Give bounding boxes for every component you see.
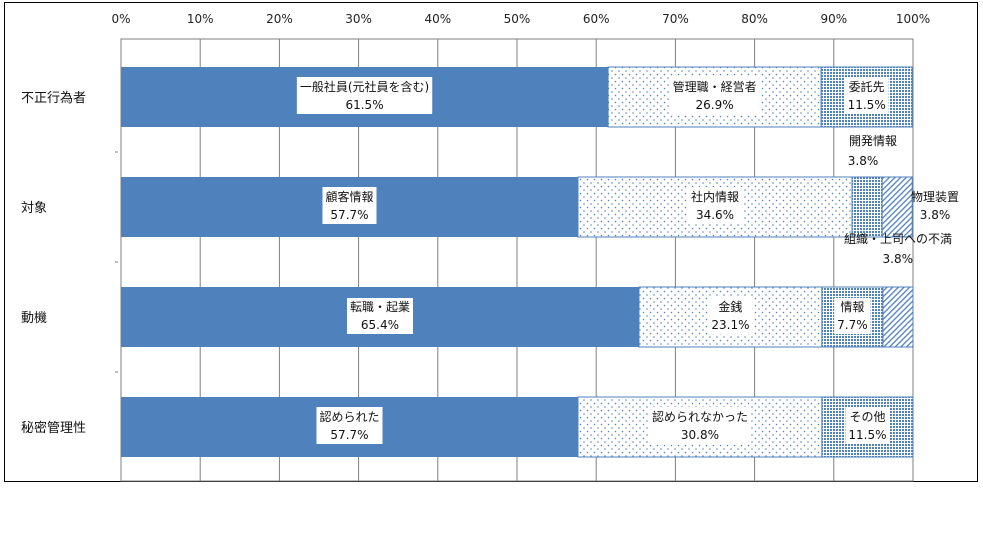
x-tick-label: 100%: [896, 12, 930, 26]
x-tick-label: 90%: [820, 12, 847, 26]
segment-value-label: 23.1%: [711, 318, 749, 332]
segment-name-label: 一般社員(元社員を含む): [300, 79, 429, 94]
x-tick-label: 40%: [424, 12, 451, 26]
x-tick-label: 80%: [741, 12, 768, 26]
segment-value-label: 65.4%: [361, 318, 399, 332]
segment-name-label: 金銭: [718, 299, 742, 314]
segment-name-label: 組織・上司への不満: [844, 232, 952, 246]
label-background: [316, 407, 383, 444]
category-label: 秘密管理性: [21, 420, 86, 436]
bar-segment: [882, 286, 914, 348]
x-tick-label: 60%: [583, 12, 610, 26]
labels-layer: 不正行為者 一般社員(元社員を含む) 61.5% 管理職・経営者 26.9% 委託先 11.…: [21, 77, 959, 444]
segment-value-label: 57.7%: [330, 208, 368, 222]
segment-value-label: 11.5%: [848, 428, 886, 442]
segment-value-label: 11.5%: [848, 98, 886, 112]
x-tick-label: 20%: [266, 12, 293, 26]
label-background: [687, 187, 743, 224]
segment-value-label: 3.8%: [920, 208, 951, 222]
category-label: 対象: [21, 201, 47, 216]
segment-name-label: 社内情報: [691, 189, 739, 204]
label-background: [322, 187, 377, 224]
label-background: [296, 77, 433, 114]
x-tick-label: 30%: [345, 12, 372, 26]
category-label: 不正行為者: [21, 90, 86, 106]
segment-value-label: 3.8%: [883, 252, 914, 266]
label-background: [708, 297, 753, 334]
segment-name-label: 開発情報: [849, 134, 897, 148]
stacked-bar-chart: 0% 10% 20% 30% 40% 50% 60% 70% 80% 90% 100% 不正行為者 一…: [21, 12, 959, 482]
category-label: 動機: [21, 311, 47, 326]
segment-name-label: 認められなかった: [652, 409, 748, 424]
bar-segment: [881, 176, 913, 238]
segment-value-label: 30.8%: [681, 428, 719, 442]
x-tick-label: 70%: [662, 12, 689, 26]
x-tick-label: 0%: [111, 12, 130, 26]
segment-value-label: 34.6%: [696, 208, 734, 222]
segment-name-label: 転職・起業: [350, 300, 410, 314]
segment-value-label: 7.7%: [837, 318, 868, 332]
label-background: [834, 298, 871, 334]
segment-name-label: 管理職・経営者: [673, 79, 757, 94]
segment-value-label: 3.8%: [848, 154, 879, 168]
segment-name-label: 委託先: [849, 79, 885, 94]
label-background: [346, 298, 413, 334]
segment-name-label: 物理装置: [911, 190, 959, 204]
segment-value-label: 26.9%: [696, 98, 734, 112]
bar-segment: [851, 176, 883, 238]
label-background: [648, 407, 751, 444]
label-background: [844, 77, 889, 114]
segment-value-label: 61.5%: [345, 98, 383, 112]
label-background: [669, 77, 760, 114]
x-tick-label: 50%: [504, 12, 531, 26]
label-background: [845, 408, 890, 444]
x-tick-label: 10%: [187, 12, 214, 26]
segment-name-label: 認められた: [319, 409, 379, 424]
chart-frame: 0% 10% 20% 30% 40% 50% 60% 70% 80% 90% 100% 不正行為者 一…: [4, 2, 978, 482]
segment-value-label: 57.7%: [330, 428, 368, 442]
segment-name-label: その他: [849, 410, 885, 424]
segment-name-label: 情報: [840, 300, 864, 314]
segment-name-label: 顧客情報: [325, 189, 373, 204]
